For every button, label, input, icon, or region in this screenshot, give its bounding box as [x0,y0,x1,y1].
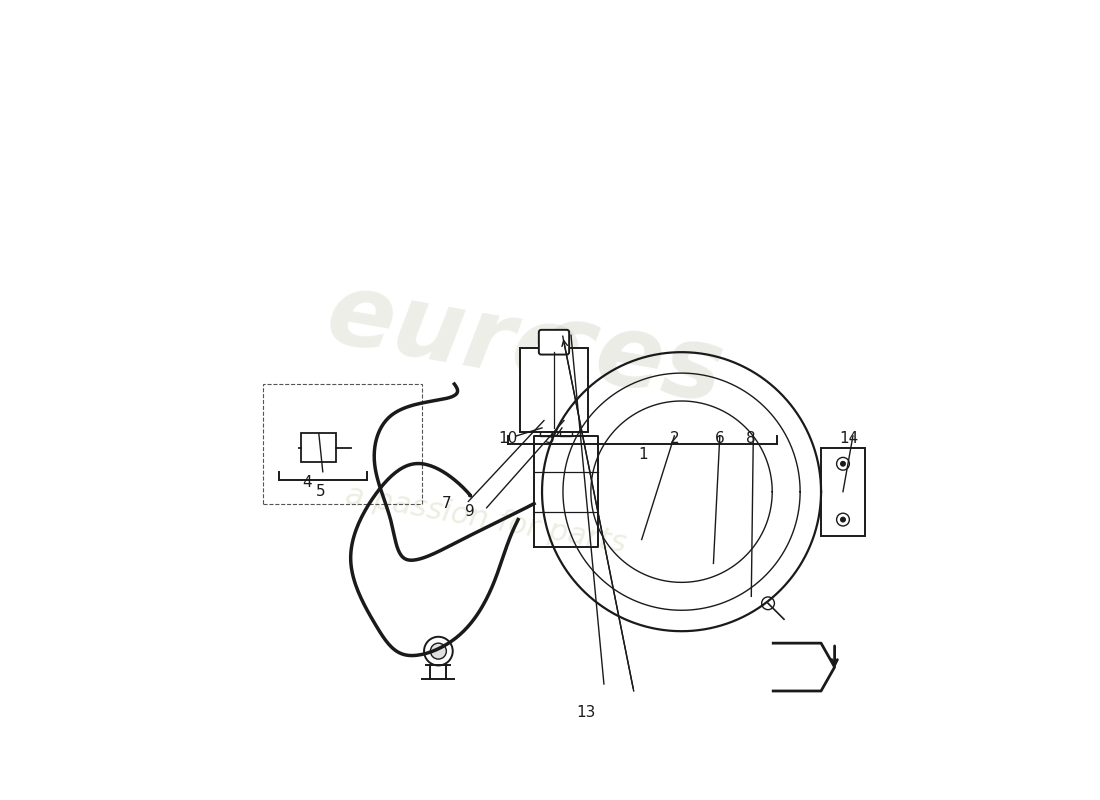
Text: 9: 9 [465,504,475,519]
Text: euro: euro [319,266,590,406]
Circle shape [840,517,846,522]
FancyBboxPatch shape [539,330,569,354]
Circle shape [761,597,774,610]
Bar [301,434,337,462]
Text: 6: 6 [715,430,725,446]
FancyBboxPatch shape [520,348,587,432]
Text: 1: 1 [638,446,648,462]
Text: 2: 2 [670,430,679,446]
Text: 8: 8 [746,430,756,446]
Text: 4: 4 [302,474,311,490]
Text: a passion for parts: a passion for parts [343,481,629,558]
Circle shape [837,458,849,470]
Text: 10: 10 [498,430,517,446]
Text: 3: 3 [546,430,554,446]
Bar [557,410,575,418]
Circle shape [424,637,453,666]
Bar [540,418,552,436]
Text: 13: 13 [576,705,595,720]
FancyBboxPatch shape [821,448,865,535]
Bar [537,410,556,418]
Text: 7: 7 [441,496,451,511]
Text: 5: 5 [316,484,326,499]
Bar [560,418,572,436]
Bar [263,384,422,504]
Text: 14: 14 [839,430,859,446]
Circle shape [430,643,447,659]
Text: ces: ces [529,296,730,424]
Circle shape [837,514,849,526]
Circle shape [840,462,846,466]
